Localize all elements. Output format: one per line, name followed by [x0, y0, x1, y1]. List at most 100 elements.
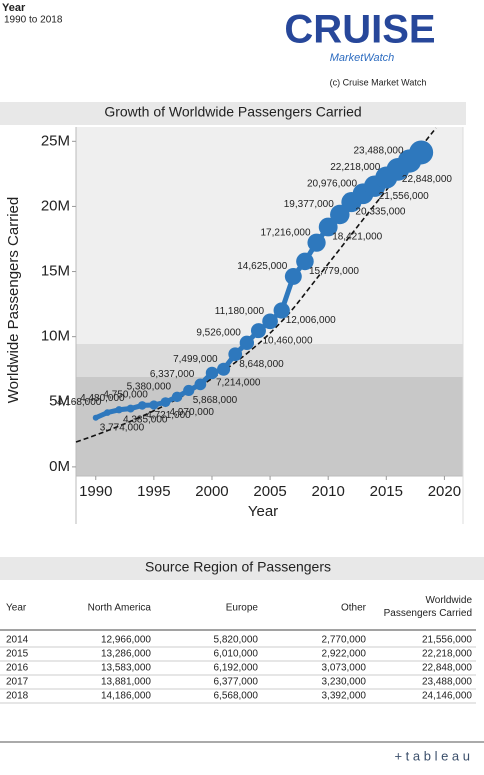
cell: 13,881,000 [101, 677, 151, 688]
data-label: 22,848,000 [402, 174, 452, 185]
data-label: 5,380,000 [127, 381, 172, 392]
band [76, 377, 463, 476]
data-label: 12,006,000 [286, 315, 336, 326]
cell: 3,073,000 [322, 663, 367, 674]
y-tick-label: 10M [41, 328, 70, 345]
point [228, 347, 243, 362]
point [104, 409, 111, 416]
title-bar [0, 102, 466, 125]
point [296, 252, 314, 271]
data-label: 6,337,000 [150, 369, 195, 380]
column-header: Year [6, 603, 27, 614]
point [171, 391, 183, 403]
cell: 6,377,000 [214, 677, 259, 688]
data-label: 9,526,000 [196, 327, 241, 338]
point [149, 400, 159, 410]
cell: 14,186,000 [101, 691, 151, 702]
cell: 12,966,000 [101, 635, 151, 646]
cell: 3,230,000 [322, 677, 367, 688]
data-label: 4,721,000 [146, 410, 191, 421]
data-label: 17,216,000 [261, 227, 311, 238]
data-label: 4,750,000 [103, 390, 148, 401]
point [92, 414, 99, 421]
point [330, 204, 350, 225]
y-tick-label: 15M [41, 263, 70, 280]
point [137, 401, 147, 410]
column-header: Other [341, 603, 367, 614]
x-tick-label: 2005 [253, 483, 286, 500]
cell: 6,568,000 [214, 691, 259, 702]
filter-range: 1990 to 2018 [4, 15, 63, 26]
x-tick-label: 2015 [370, 483, 403, 500]
point [183, 384, 195, 397]
column-header: North America [88, 603, 152, 614]
column-header: Worldwide Passengers Carried [384, 595, 473, 619]
cell: 24,146,000 [422, 691, 472, 702]
y-axis-label: Worldwide Passengers Carried [5, 197, 22, 403]
point [160, 397, 171, 408]
cell: 3,392,000 [322, 691, 367, 702]
cell: 23,488,000 [422, 677, 472, 688]
column-header: Europe [226, 603, 259, 614]
y-tick-label: 20M [41, 197, 70, 214]
data-label: 14,625,000 [237, 261, 287, 272]
x-axis-label: Year [248, 503, 278, 520]
data-label: 22,218,000 [330, 162, 380, 173]
brand: + t a b l e a u [394, 748, 470, 763]
data-label: 8,648,000 [239, 359, 284, 370]
cell: 22,848,000 [422, 663, 472, 674]
point [126, 404, 135, 413]
cell: 13,286,000 [101, 649, 151, 660]
data-label: 23,488,000 [353, 146, 403, 157]
data-label: 18,421,000 [332, 232, 382, 243]
data-label: 19,377,000 [284, 199, 334, 210]
point [115, 406, 123, 414]
x-tick-label: 1995 [137, 483, 170, 500]
chart-title: Growth of Worldwide Passengers Carried [104, 104, 361, 120]
point [262, 313, 278, 330]
data-label: 15,779,000 [309, 266, 359, 277]
point [194, 378, 207, 391]
cell: 22,218,000 [422, 649, 472, 660]
cell: 2014 [6, 635, 29, 646]
point [250, 323, 266, 339]
data-label: 4,480,000 [80, 393, 125, 404]
cell: 6,192,000 [214, 663, 259, 674]
data-label: 4,168,000 [57, 397, 102, 408]
title-bar [0, 557, 484, 580]
table-title: Source Region of Passengers [145, 559, 331, 575]
point [318, 217, 338, 237]
data-label: 3,774,000 [100, 422, 145, 433]
data-label: 20,976,000 [307, 178, 357, 189]
point [217, 362, 231, 376]
data-label: 7,499,000 [173, 354, 218, 365]
cell: 21,556,000 [422, 635, 472, 646]
x-tick-label: 2000 [195, 483, 228, 500]
credit: (c) Cruise Market Watch [330, 77, 427, 87]
data-label: 5,868,000 [193, 395, 238, 406]
data-label: 10,460,000 [262, 335, 312, 346]
cell: 2016 [6, 663, 29, 674]
cell: 2,770,000 [322, 635, 367, 646]
point [284, 267, 302, 285]
data-label: 7,214,000 [216, 378, 261, 389]
cell: 2,922,000 [322, 649, 367, 660]
data-label: 21,556,000 [379, 191, 429, 202]
y-tick-label: 25M [41, 132, 70, 149]
logo: CRUISE [284, 8, 435, 52]
data-label: 11,180,000 [215, 306, 265, 317]
cell: 13,583,000 [101, 663, 151, 674]
cell: 2017 [6, 677, 29, 688]
x-tick-label: 2020 [428, 483, 461, 500]
cell: 6,010,000 [214, 649, 259, 660]
data-label: 20,335,000 [355, 207, 405, 218]
y-tick-label: 5M [49, 393, 70, 410]
cell: 2018 [6, 691, 29, 702]
point [273, 302, 290, 319]
filter-title: Year [2, 2, 26, 14]
point [239, 335, 255, 351]
data-label: 4,970,000 [169, 407, 214, 418]
logo-sub: MarketWatch [330, 52, 395, 64]
